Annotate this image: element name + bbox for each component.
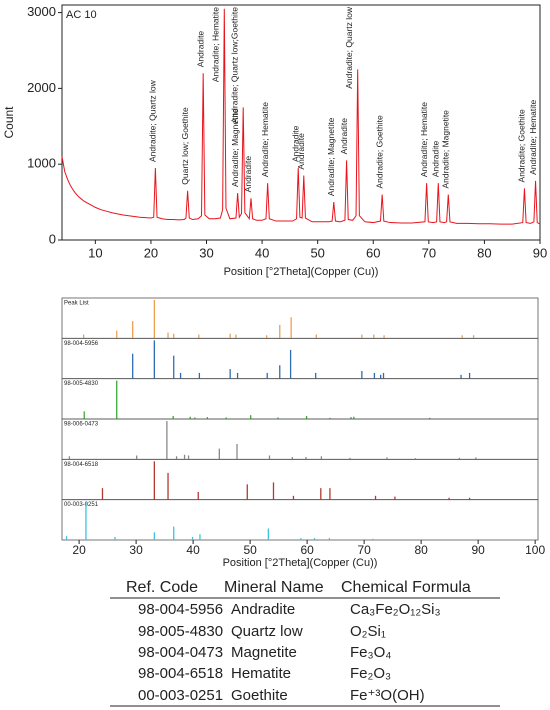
peak-annotation: Andradite; Quartz low xyxy=(344,6,354,89)
panel-label: 98-005-4830 xyxy=(64,381,99,387)
y-axis-label: Count xyxy=(2,106,16,139)
panel-label: Peak List xyxy=(64,301,89,307)
x-tick-label: 40 xyxy=(255,245,269,260)
table-cell: 98-004-6518 xyxy=(138,665,223,682)
table-cell: Fe₂O₃ xyxy=(350,665,391,682)
peak-annotation: Andradite xyxy=(195,31,205,68)
table-cell: Andradite xyxy=(231,601,295,618)
panel-label: 98-006-0473 xyxy=(64,422,99,428)
peak-annotation: Andradite; Goethite xyxy=(517,109,527,183)
x-tick-label: 30 xyxy=(199,245,213,260)
x-tick-label: 10 xyxy=(88,245,102,260)
x-tick-label: 40 xyxy=(186,543,200,557)
panel-label: 98-004-5956 xyxy=(64,341,99,347)
y-tick-label: 1000 xyxy=(27,156,56,171)
table-cell: 98-005-4830 xyxy=(138,623,223,640)
peak-annotation: Andradite xyxy=(243,156,253,193)
panel-frame xyxy=(61,499,539,541)
x-tick-label: 70 xyxy=(357,543,371,557)
plot-frame xyxy=(61,4,541,241)
table-header: Chemical Formula xyxy=(341,579,471,596)
panel-label: 00-003-0251 xyxy=(64,502,99,508)
x-tick-label: 90 xyxy=(471,543,485,557)
peak-annotation: Quartz low; Goethite xyxy=(180,107,190,185)
x-tick-label: 90 xyxy=(533,245,547,260)
peak-annotation: Andradite xyxy=(339,118,349,155)
x-tick-label: 80 xyxy=(477,245,491,260)
table-cell: Quartz low xyxy=(231,623,303,640)
peak-annotation: Andradite xyxy=(431,140,441,177)
panel-label: 98-004-6518 xyxy=(64,462,99,468)
table-cell: Fe₃O₄ xyxy=(350,644,391,661)
panel-frame xyxy=(61,418,539,460)
peak-annotation: Andradite; Magnetite xyxy=(326,117,336,196)
panel-frame xyxy=(61,297,539,339)
peak-annotation: Andradite; Quartz low;Goethite xyxy=(229,7,239,124)
x-tick-label: 30 xyxy=(129,543,143,557)
y-tick-label: 2000 xyxy=(27,80,56,95)
peak-annotation: Andradite; Hematite xyxy=(528,99,538,174)
chart-title: AC 10 xyxy=(66,9,97,21)
x-tick-label: 20 xyxy=(144,245,158,260)
table-cell: Goethite xyxy=(231,687,288,704)
peak-annotation: Andradite; Hematite xyxy=(211,7,221,82)
table-header: Mineral Name xyxy=(224,579,324,596)
table-cell: 00-003-0251 xyxy=(138,687,223,704)
x-tick-label: 100 xyxy=(525,543,545,557)
x-tick-label: 70 xyxy=(422,245,436,260)
table-cell: Fe⁺³O(OH) xyxy=(350,687,425,704)
x-tick-label: 20 xyxy=(72,543,86,557)
table-cell: Ca₃Fe₂O₁₂Si₃ xyxy=(350,601,441,618)
peak-annotation: Andradite; Quartz low xyxy=(148,79,158,162)
x-tick-label: 60 xyxy=(366,245,380,260)
panel-frame xyxy=(61,378,539,420)
x-axis-label: Position [°2Theta](Copper (Cu)) xyxy=(223,557,378,569)
table-cell: 98-004-5956 xyxy=(138,601,223,618)
table-cell: 98-004-0473 xyxy=(138,644,223,661)
peak-annotation: Andradite xyxy=(290,125,300,162)
peak-annotation: Andradite; Goethite xyxy=(374,115,384,189)
peak-annotation: Andradite xyxy=(296,133,306,170)
table-cell: Magnetite xyxy=(231,644,297,661)
y-tick-label: 0 xyxy=(49,231,56,246)
pattern-line xyxy=(61,8,541,225)
panel-frame xyxy=(61,458,539,501)
x-tick-label: 50 xyxy=(310,245,324,260)
x-tick-label: 50 xyxy=(243,543,257,557)
peak-annotation: Andradite; Magnetite xyxy=(230,108,240,187)
x-tick-label: 80 xyxy=(414,543,428,557)
y-tick-label: 3000 xyxy=(27,4,56,19)
table-cell: O₂Si₁ xyxy=(350,623,386,640)
x-axis-label: Position [°2Theta](Copper (Cu)) xyxy=(224,266,379,278)
peak-annotation: Andradite; Hematite xyxy=(419,102,429,177)
table-cell: Hematite xyxy=(231,665,291,682)
table-header: Ref. Code xyxy=(126,579,198,596)
panel-frame xyxy=(61,337,539,380)
x-tick-label: 60 xyxy=(300,543,314,557)
peak-annotation: Andradite; Hematite xyxy=(260,102,270,177)
peak-annotation: Andradite; Magnetite xyxy=(441,110,451,189)
